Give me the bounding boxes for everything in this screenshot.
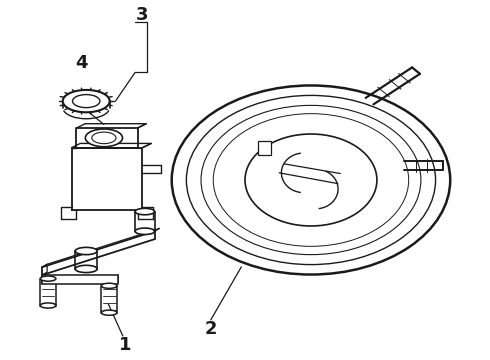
Ellipse shape (135, 228, 155, 234)
Ellipse shape (40, 303, 56, 308)
Bar (42, 275, 118, 284)
Ellipse shape (75, 247, 97, 255)
Text: 1: 1 (119, 336, 131, 354)
Ellipse shape (75, 265, 97, 273)
Ellipse shape (101, 283, 117, 288)
Ellipse shape (85, 129, 122, 147)
Ellipse shape (63, 90, 110, 112)
Ellipse shape (135, 208, 155, 215)
Text: 2: 2 (204, 320, 217, 338)
Text: 3: 3 (136, 6, 148, 24)
Ellipse shape (40, 276, 56, 281)
Text: 4: 4 (75, 54, 88, 72)
Bar (258, 141, 271, 154)
Ellipse shape (101, 310, 117, 315)
